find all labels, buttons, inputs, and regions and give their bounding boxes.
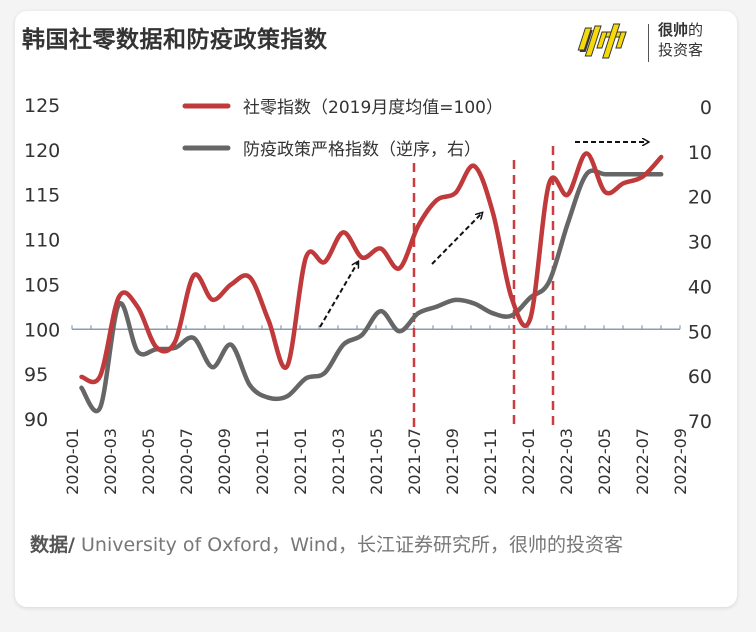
x-tick-label: 2020-11 bbox=[253, 428, 272, 495]
x-tick-label: 2021-11 bbox=[481, 428, 500, 495]
y-right-tick-label: 50 bbox=[688, 321, 712, 343]
x-tick-label: 2020-05 bbox=[139, 428, 158, 495]
source-text: University of Oxford，Wind，长江证券研究所，很帅的投资客 bbox=[74, 534, 624, 556]
policy-index-line bbox=[79, 168, 664, 414]
logo-mark-icon bbox=[577, 23, 627, 59]
y-axis-left: 125 120 115 110 105 100 95 90 bbox=[24, 95, 60, 431]
y-left-tick-label: 120 bbox=[24, 140, 60, 162]
y-left-tick-label: 90 bbox=[24, 409, 48, 431]
x-tick-label: 2021-01 bbox=[291, 428, 310, 495]
logo-divider bbox=[648, 24, 649, 62]
series-lines bbox=[79, 151, 664, 414]
x-tick-label: 2021-05 bbox=[367, 428, 386, 495]
trend-arrow-1 bbox=[319, 262, 358, 328]
source-note: 数据/ University of Oxford，Wind，长江证券研究所，很帅… bbox=[30, 532, 720, 558]
logo-line2: 投资客 bbox=[658, 41, 704, 59]
x-tick-label: 2020-09 bbox=[215, 428, 234, 495]
brand-logo: 很帅的 投资客 bbox=[572, 16, 722, 68]
y-right-tick-label: 20 bbox=[688, 187, 712, 209]
chart-card bbox=[15, 11, 737, 607]
y-left-tick-label: 105 bbox=[24, 274, 60, 296]
y-right-tick-label: 60 bbox=[688, 366, 712, 388]
legend: 社零指数（2019月度均值=100） 防疫政策严格指数（逆序，右） bbox=[182, 98, 503, 160]
y-left-tick-label: 125 bbox=[24, 95, 60, 117]
vertical-markers bbox=[412, 146, 555, 430]
x-tick-label: 2022-03 bbox=[557, 428, 576, 495]
logo-line1-bold: 很帅 bbox=[658, 21, 689, 39]
x-tick-label: 2022-07 bbox=[633, 428, 652, 495]
logo-text: 很帅的 投资客 bbox=[658, 20, 703, 60]
y-left-tick-label: 115 bbox=[24, 185, 60, 207]
x-tick-label: 2022-01 bbox=[519, 428, 538, 495]
y-right-tick-label: 0 bbox=[700, 97, 712, 119]
y-right-tick-label: 70 bbox=[688, 411, 712, 433]
y-left-tick-label: 100 bbox=[24, 319, 60, 341]
y-right-tick-label: 30 bbox=[688, 232, 712, 254]
y-left-tick-label: 95 bbox=[24, 364, 48, 386]
logo-line1-rest: 的 bbox=[688, 21, 704, 39]
y-axis-right: 0 10 20 30 40 50 60 70 bbox=[688, 97, 712, 433]
y-right-tick-label: 10 bbox=[688, 142, 712, 164]
x-tick-label: 2020-03 bbox=[101, 428, 120, 495]
x-tick-label: 2020-01 bbox=[63, 428, 82, 495]
trend-arrows bbox=[319, 142, 648, 328]
legend-label-policy: 防疫政策严格指数（逆序，右） bbox=[243, 140, 481, 160]
x-tick-label: 2020-07 bbox=[177, 428, 196, 495]
x-tick-label: 2022-09 bbox=[671, 428, 690, 495]
legend-label-retail: 社零指数（2019月度均值=100） bbox=[243, 98, 503, 118]
x-tick-label: 2021-09 bbox=[443, 428, 462, 495]
x-tick-label: 2022-05 bbox=[595, 428, 614, 495]
x-axis: 2020-01 2020-03 2020-05 2020-07 2020-09 2020-… bbox=[63, 325, 690, 495]
chart-title: 韩国社零数据和防疫政策指数 bbox=[22, 27, 328, 53]
source-label: 数据/ bbox=[30, 534, 75, 556]
trend-arrow-2 bbox=[431, 213, 482, 265]
y-right-tick-label: 40 bbox=[688, 276, 712, 298]
retail-index-line bbox=[79, 151, 664, 385]
x-tick-label: 2021-03 bbox=[329, 428, 348, 495]
x-tick-label: 2021-07 bbox=[405, 428, 424, 495]
y-left-tick-label: 110 bbox=[24, 230, 60, 252]
